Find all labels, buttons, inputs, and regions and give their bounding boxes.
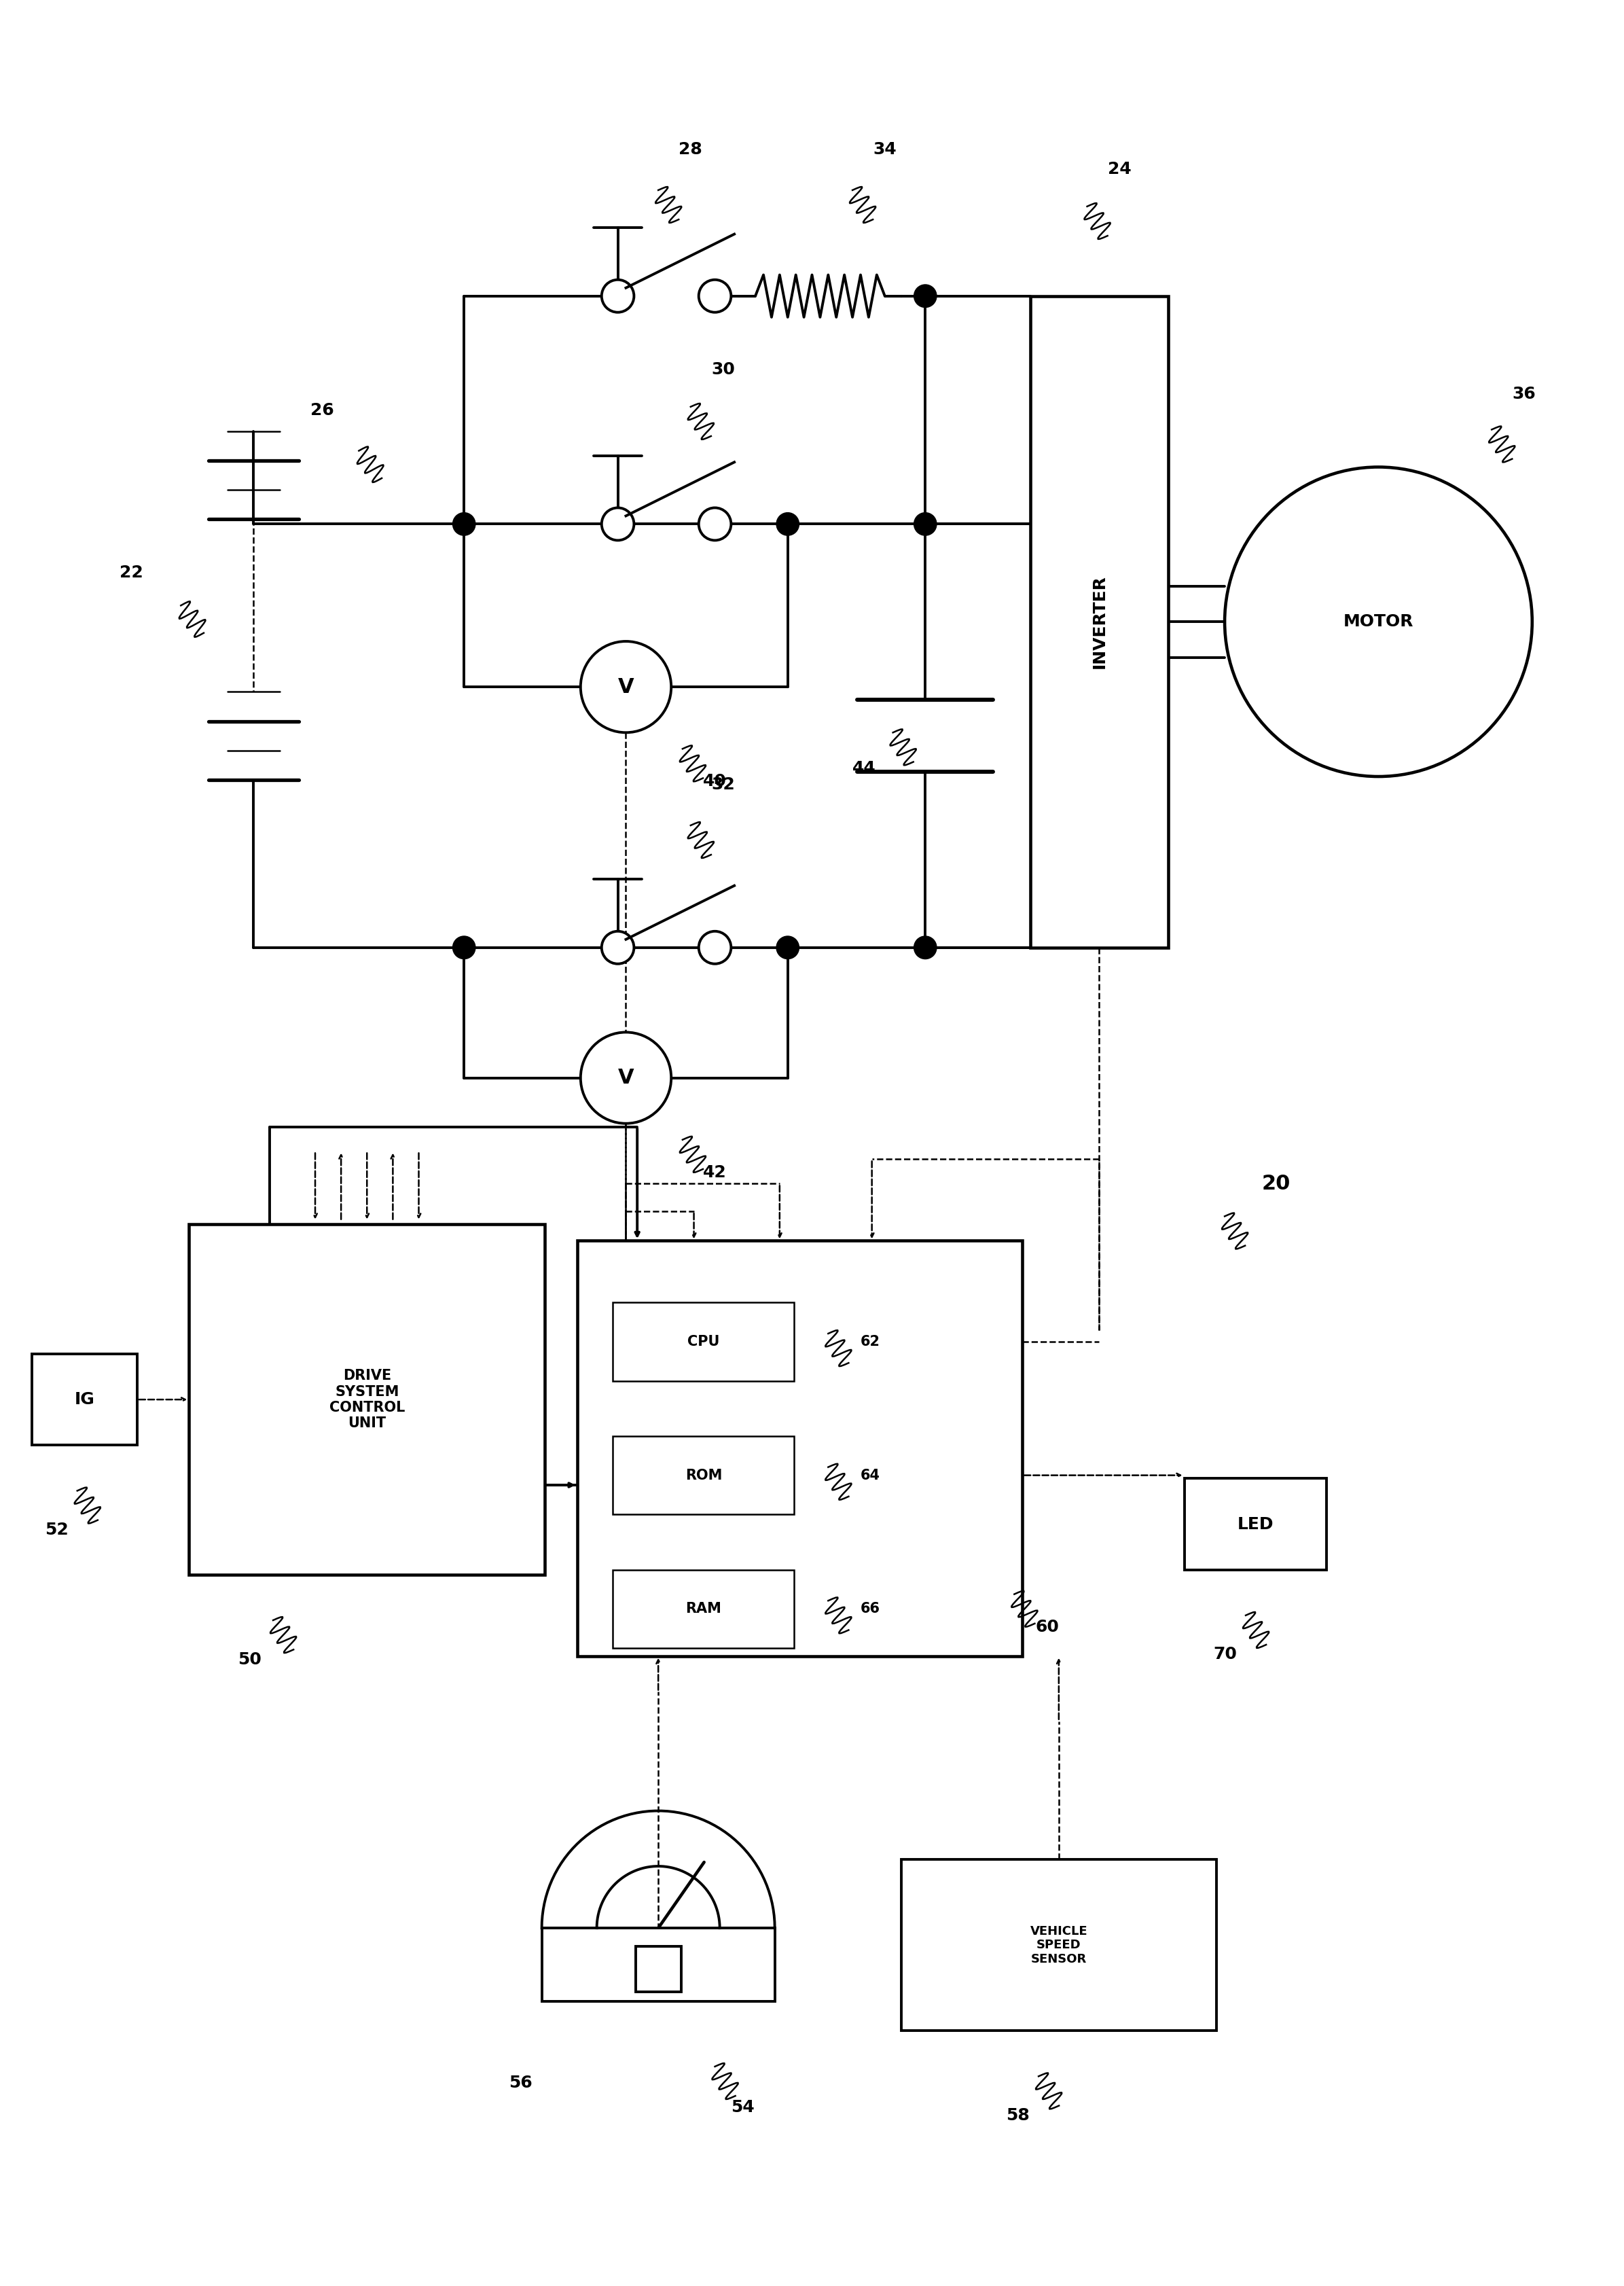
Circle shape — [1224, 466, 1531, 777]
Circle shape — [698, 279, 731, 313]
Circle shape — [698, 930, 731, 965]
Circle shape — [914, 286, 937, 306]
Text: V: V — [617, 1068, 633, 1088]
Text: 66: 66 — [861, 1602, 880, 1616]
Text: 60: 60 — [1036, 1618, 1059, 1634]
Circle shape — [453, 512, 476, 535]
FancyBboxPatch shape — [612, 1303, 794, 1381]
Text: DRIVE
SYSTEM
CONTROL
UNIT: DRIVE SYSTEM CONTROL UNIT — [330, 1369, 404, 1431]
Text: ROM: ROM — [685, 1468, 723, 1481]
Text: 58: 58 — [1007, 2108, 1030, 2124]
Text: 52: 52 — [45, 1522, 68, 1538]
Circle shape — [776, 937, 799, 958]
Text: 36: 36 — [1512, 386, 1536, 402]
Text: 70: 70 — [1213, 1646, 1237, 1662]
Circle shape — [580, 642, 671, 732]
Text: INVERTER: INVERTER — [1091, 576, 1108, 668]
FancyBboxPatch shape — [612, 1436, 794, 1513]
Circle shape — [776, 512, 799, 535]
Circle shape — [698, 507, 731, 539]
FancyBboxPatch shape — [635, 1945, 680, 1991]
FancyBboxPatch shape — [578, 1241, 1023, 1655]
FancyBboxPatch shape — [188, 1225, 546, 1575]
FancyBboxPatch shape — [542, 1927, 775, 2000]
Text: VEHICLE
SPEED
SENSOR: VEHICLE SPEED SENSOR — [1030, 1925, 1088, 1966]
Text: CPU: CPU — [687, 1335, 719, 1349]
Circle shape — [453, 937, 476, 958]
Text: MOTOR: MOTOR — [1343, 613, 1413, 631]
Text: 54: 54 — [731, 2099, 754, 2115]
Text: 34: 34 — [874, 142, 896, 158]
FancyBboxPatch shape — [1184, 1479, 1327, 1570]
Text: 22: 22 — [119, 565, 143, 581]
Text: 24: 24 — [1108, 160, 1132, 176]
Text: LED: LED — [1237, 1516, 1273, 1532]
Circle shape — [580, 1033, 671, 1122]
Text: 26: 26 — [310, 402, 335, 418]
Text: 62: 62 — [861, 1335, 880, 1349]
FancyBboxPatch shape — [32, 1353, 136, 1445]
Text: 20: 20 — [1262, 1175, 1291, 1193]
Text: RAM: RAM — [685, 1602, 721, 1616]
Circle shape — [601, 507, 633, 539]
Text: IG: IG — [75, 1392, 94, 1408]
FancyBboxPatch shape — [1031, 295, 1168, 946]
Text: 28: 28 — [679, 142, 703, 158]
Circle shape — [914, 512, 937, 535]
Text: 56: 56 — [508, 2076, 533, 2092]
Text: 40: 40 — [703, 773, 728, 789]
Circle shape — [914, 937, 937, 958]
FancyBboxPatch shape — [901, 1861, 1216, 2030]
FancyBboxPatch shape — [612, 1570, 794, 1648]
Text: 32: 32 — [711, 777, 734, 793]
Text: 42: 42 — [703, 1164, 726, 1180]
Text: 64: 64 — [861, 1468, 880, 1481]
Text: 50: 50 — [237, 1650, 261, 1666]
Circle shape — [601, 279, 633, 313]
Text: 30: 30 — [711, 361, 734, 377]
Circle shape — [601, 930, 633, 965]
Text: 44: 44 — [853, 761, 875, 777]
Text: V: V — [617, 677, 633, 697]
